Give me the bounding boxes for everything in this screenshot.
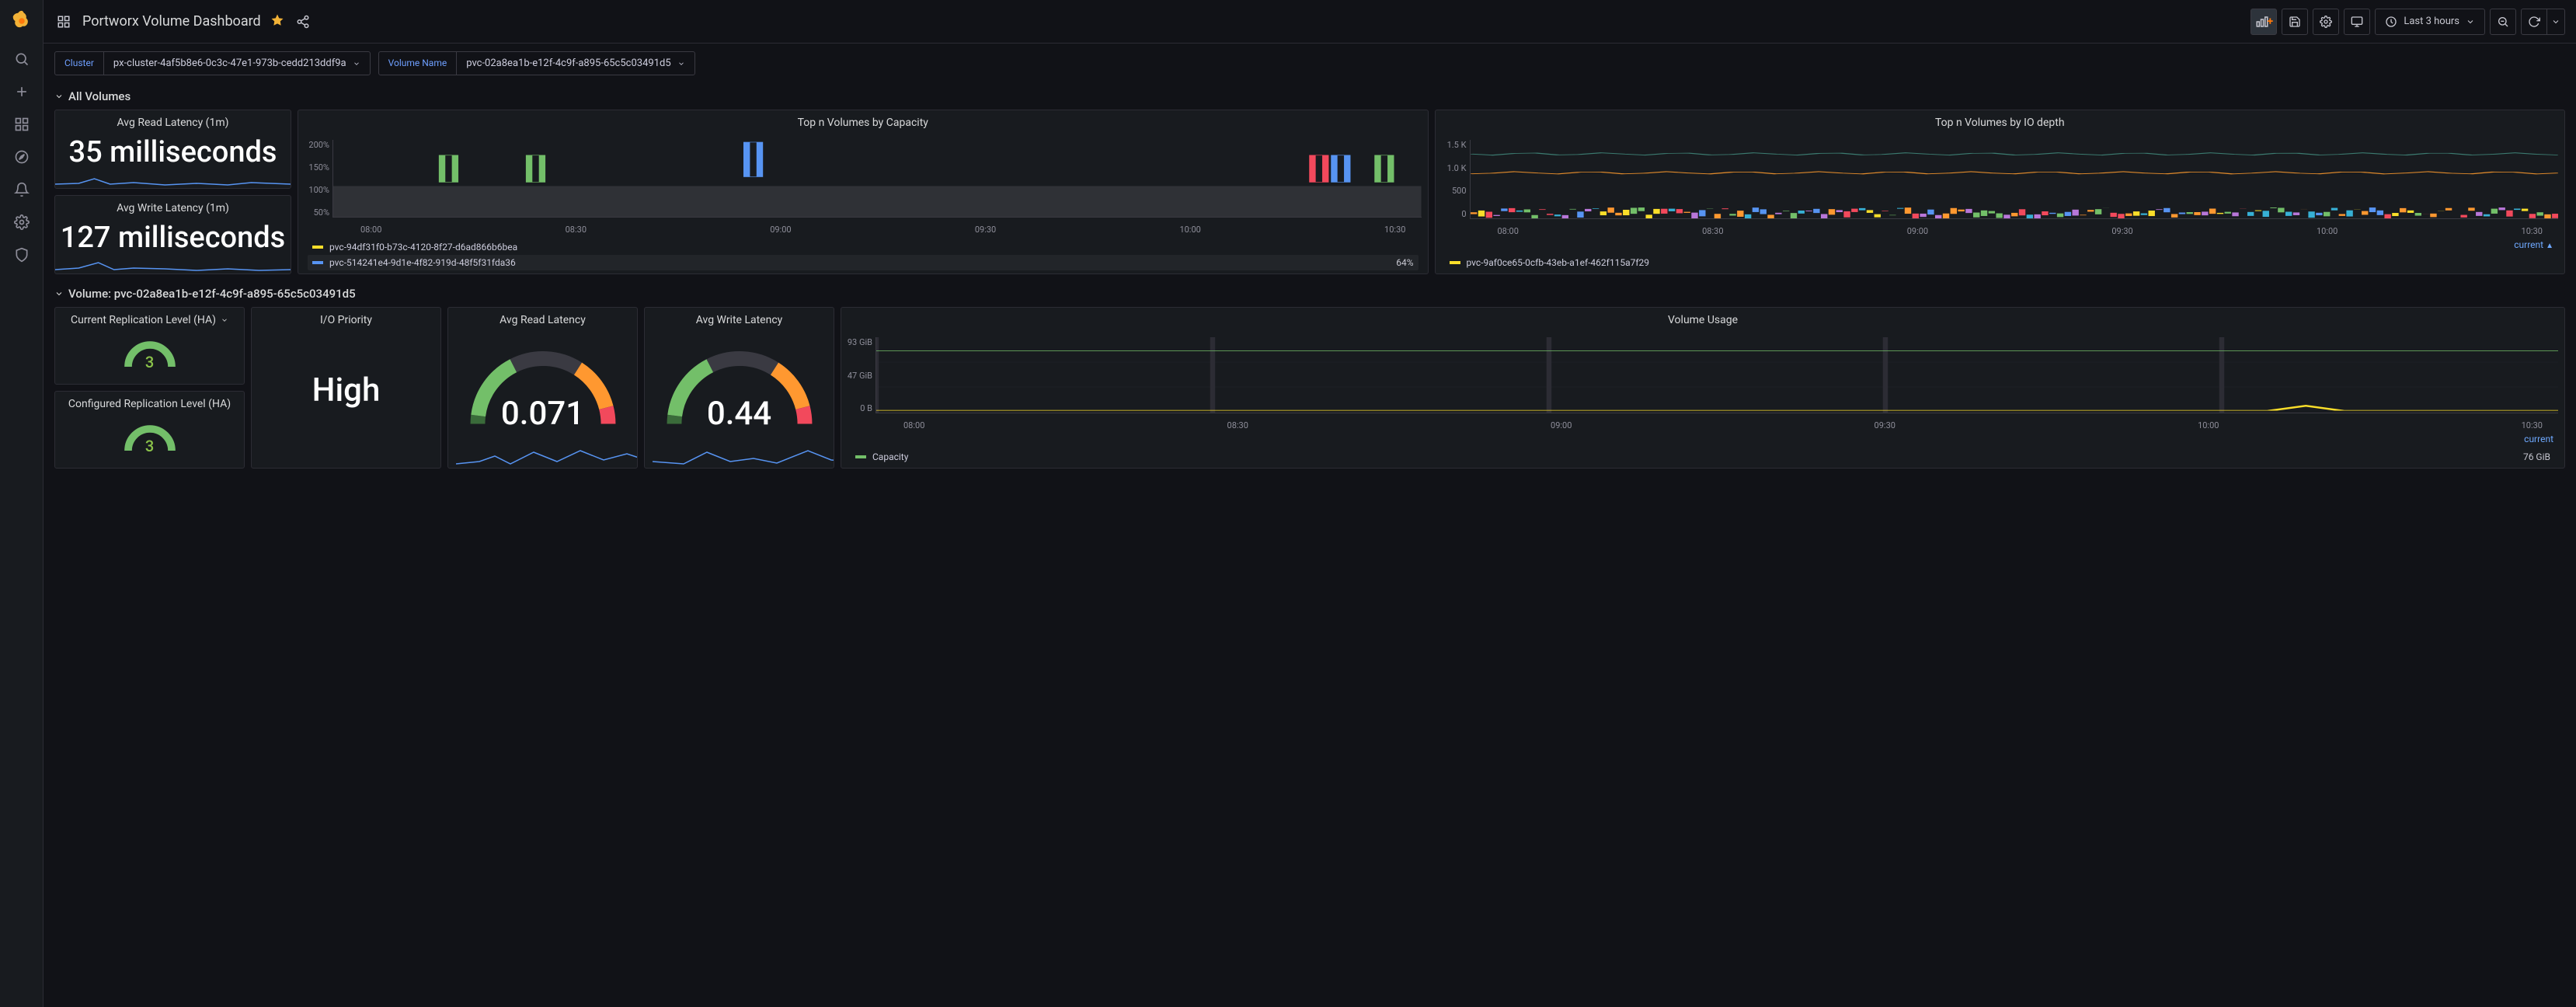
panel-title: Avg Write Latency [645, 308, 834, 333]
variables-bar: Cluster px-cluster-4af5b8e6-0c3c-47e1-97… [44, 44, 2576, 83]
star-icon[interactable] [270, 13, 284, 30]
panel-current-replication[interactable]: Current Replication Level (HA) 3 [54, 307, 245, 385]
sidebar [0, 0, 44, 1007]
var-value-volume[interactable]: pvc-02a8ea1b-e12f-4c9f-a895-65c5c03491d5 [456, 51, 694, 75]
chart-y-axis: 200%150%100%50% [301, 140, 329, 218]
topbar: Portworx Volume Dashboard + [44, 0, 2576, 44]
gauge-value: 0.071 [448, 395, 637, 433]
panel-avg-read-latency[interactable]: Avg Read Latency (1m) 35 milliseconds [54, 110, 291, 189]
chevron-down-icon [54, 92, 64, 101]
panel-top-capacity[interactable]: Top n Volumes by Capacity 200%150%100%50… [298, 110, 1429, 274]
panel-avg-write-gauge[interactable]: Avg Write Latency 0.44 [644, 307, 834, 469]
chart-x-axis: 08:0008:3009:0009:3010:0010:30 [872, 419, 2558, 430]
panel-top-iodepth[interactable]: Top n Volumes by IO depth 1.5 K1.0 K5000… [1435, 110, 2566, 274]
share-icon[interactable] [294, 12, 312, 31]
panel-title: I/O Priority [252, 308, 440, 333]
panel-grid-icon[interactable] [54, 12, 73, 31]
config-icon[interactable] [12, 213, 31, 232]
save-button[interactable] [2282, 9, 2308, 35]
chevron-down-icon [677, 60, 685, 68]
time-range-label: Last 3 hours [2404, 16, 2459, 27]
stat-value: High [252, 371, 440, 409]
explore-icon[interactable] [12, 148, 31, 166]
row-all-volumes[interactable]: All Volumes [44, 83, 2576, 110]
panel-title: Top n Volumes by Capacity [298, 110, 1428, 135]
grafana-logo[interactable] [10, 9, 33, 36]
chevron-down-icon [221, 316, 228, 324]
legend-sort-current[interactable]: current ▲ [1436, 238, 2565, 252]
var-label-volume: Volume Name [378, 51, 458, 75]
admin-icon[interactable] [12, 246, 31, 264]
var-value-cluster[interactable]: px-cluster-4af5b8e6-0c3c-47e1-973b-cedd2… [103, 51, 371, 75]
panel-configured-replication[interactable]: Configured Replication Level (HA) 3 [54, 391, 245, 469]
panel-avg-read-gauge[interactable]: Avg Read Latency 0.071 [447, 307, 638, 469]
chevron-down-icon [353, 60, 360, 68]
var-label-cluster: Cluster [54, 51, 104, 75]
chart-area [332, 140, 1422, 218]
stat-value: 127 milliseconds [55, 221, 291, 255]
time-range-picker[interactable]: Last 3 hours [2375, 9, 2485, 35]
stat-value: 35 milliseconds [55, 135, 291, 169]
panel-io-priority[interactable]: I/O Priority High [251, 307, 441, 469]
sparkline [55, 258, 291, 274]
dashboards-icon[interactable] [12, 115, 31, 134]
alerting-icon[interactable] [12, 180, 31, 199]
gauge-value: 0.44 [645, 395, 834, 433]
chart-legend: pvc-9af0ce65-0cfb-43eb-a1ef-462f115a7f29 [1436, 252, 2565, 274]
zoom-out-button[interactable] [2490, 9, 2516, 35]
sparkline [456, 444, 638, 468]
refresh-button[interactable] [2521, 9, 2547, 35]
dashboard-title: Portworx Volume Dashboard [82, 13, 261, 30]
panel-title: Configured Replication Level (HA) [55, 392, 244, 416]
plus-icon[interactable] [12, 82, 31, 101]
row-volume-detail[interactable]: Volume: pvc-02a8ea1b-e12f-4c9f-a895-65c5… [44, 280, 2576, 307]
sparkline [55, 172, 291, 188]
gauge-value: 3 [55, 353, 244, 371]
chart-area [1470, 140, 2559, 219]
settings-button[interactable] [2313, 9, 2339, 35]
chart-legend: pvc-94df31f0-b73c-4120-8f27-d6ad866b6bea… [298, 236, 1428, 274]
chart-legend: Capacity76 GiB [841, 446, 2564, 468]
chart-area [875, 337, 2558, 413]
chevron-down-icon [2466, 17, 2475, 26]
panel-title: Volume Usage [841, 308, 2564, 333]
panel-title: Top n Volumes by IO depth [1436, 110, 2565, 135]
chart-y-axis: 93 GiB47 GiB0 B [844, 337, 872, 413]
panel-title[interactable]: Current Replication Level (HA) [55, 308, 244, 333]
chart-x-axis: 08:0008:3009:0009:3010:0010:30 [329, 223, 1422, 235]
panel-volume-usage[interactable]: Volume Usage 93 GiB47 GiB0 B 08:0008:300… [841, 307, 2565, 469]
add-panel-button[interactable]: + [2251, 9, 2277, 35]
panel-title: Avg Read Latency (1m) [55, 110, 291, 135]
sparkline [653, 444, 834, 468]
chart-y-axis: 1.5 K1.0 K5000 [1439, 140, 1467, 219]
chevron-down-icon [54, 289, 64, 298]
panel-title: Avg Read Latency [448, 308, 637, 333]
panel-title: Avg Write Latency (1m) [55, 196, 291, 221]
panel-avg-write-latency[interactable]: Avg Write Latency (1m) 127 milliseconds [54, 195, 291, 274]
legend-sort-current[interactable]: current [841, 432, 2564, 446]
refresh-interval-button[interactable] [2546, 9, 2565, 35]
search-icon[interactable] [12, 50, 31, 68]
gauge-value: 3 [55, 437, 244, 455]
tv-mode-button[interactable] [2344, 9, 2370, 35]
chart-x-axis: 08:0008:3009:0009:3010:0010:30 [1467, 225, 2559, 236]
chevron-down-icon [2551, 17, 2560, 26]
